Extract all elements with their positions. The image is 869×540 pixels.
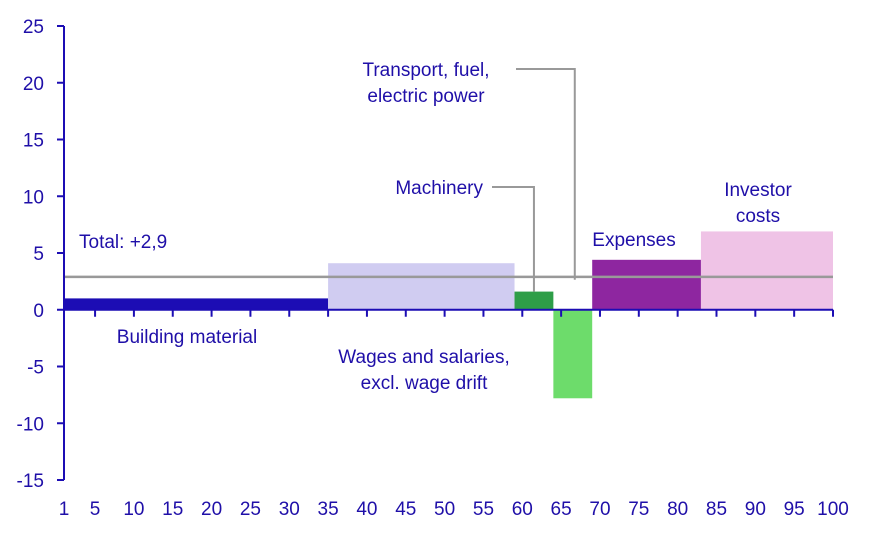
x-tick-label: 75: [628, 499, 649, 520]
x-tick-label: 70: [589, 499, 610, 520]
transport-label-line2: electric power: [367, 86, 485, 107]
bar-machinery: [514, 291, 554, 310]
x-tick-label: 45: [395, 499, 416, 520]
x-tick-label: 90: [745, 499, 766, 520]
y-tick-label: -15: [17, 471, 44, 492]
investor-costs-label-line1: Investor: [724, 180, 792, 201]
total-label: Total: +2,9: [79, 232, 167, 253]
x-tick-label: 25: [240, 499, 261, 520]
machinery-connector: [492, 186, 535, 292]
x-axis-ticks: 1 5 10 15 20 25 30 35 40 45 50 55 60 65 70 75 80 85 90 95 10…: [59, 309, 849, 520]
x-tick-label: 55: [473, 499, 494, 520]
x-tick-label: 20: [201, 499, 222, 520]
y-tick-label: -10: [17, 414, 44, 435]
x-tick-label: 35: [318, 499, 339, 520]
building-material-label: Building material: [117, 327, 257, 348]
y-tick-label: 15: [23, 131, 44, 152]
bar-investor-costs: [700, 231, 833, 310]
bar-expenses: [592, 259, 701, 310]
x-tick-label: 80: [667, 499, 688, 520]
bar-wages-and-salaries-excl-wage-drift: [328, 263, 515, 310]
axes: [63, 26, 833, 480]
y-tick-label: 5: [33, 244, 44, 265]
x-tick-label: 100: [817, 499, 849, 520]
x-tick-label: 65: [551, 499, 572, 520]
investor-costs-label-line2: costs: [736, 206, 780, 227]
x-tick-label: 5: [90, 499, 101, 520]
x-tick-label: 15: [162, 499, 183, 520]
transport-connector: [516, 68, 576, 280]
x-tick-label: 50: [434, 499, 455, 520]
bars: [64, 231, 833, 399]
x-tick-label: 1: [59, 499, 70, 520]
expenses-label: Expenses: [592, 230, 675, 251]
x-tick-label: 85: [706, 499, 727, 520]
wages-label-line2: excl. wage drift: [361, 373, 488, 394]
y-tick-label: 10: [23, 187, 44, 208]
y-axis-ticks: 25 20 15 10 5 0 -5 -10 -15: [17, 17, 64, 492]
x-tick-label: 30: [279, 499, 300, 520]
y-tick-label: -5: [27, 358, 44, 379]
y-tick-label: 25: [23, 17, 44, 38]
y-tick-label: 20: [23, 74, 44, 95]
connectors: [492, 68, 576, 292]
x-tick-label: 40: [356, 499, 377, 520]
bar-transport-fuel-electric-power: [553, 309, 593, 399]
x-tick-label: 95: [784, 499, 805, 520]
annotations: Total: +2,9 Building material Wages and …: [79, 60, 792, 394]
y-tick-label: 0: [33, 301, 44, 322]
transport-label-line1: Transport, fuel,: [362, 60, 489, 81]
machinery-label: Machinery: [395, 178, 483, 199]
bar-building-material: [64, 298, 329, 310]
wages-label-line1: Wages and salaries,: [338, 347, 509, 368]
x-tick-label: 10: [123, 499, 144, 520]
x-tick-label: 60: [512, 499, 533, 520]
